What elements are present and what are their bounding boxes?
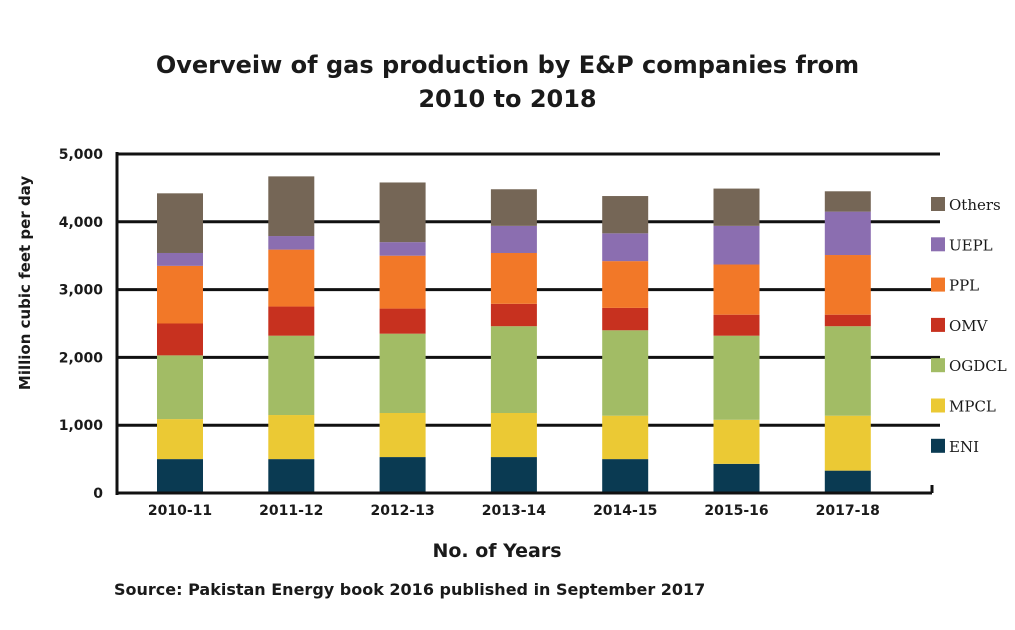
legend-swatch <box>931 358 945 373</box>
bar-segment <box>268 176 315 237</box>
bar-segment <box>268 415 315 460</box>
legend-swatch <box>931 438 945 453</box>
chart-title: Overveiw of gas production by E&P compan… <box>0 48 1015 116</box>
bar-segment <box>713 264 760 315</box>
axes <box>115 152 934 495</box>
x-tick-label: 2012-13 <box>370 503 434 519</box>
y-tick-label: 2,000 <box>59 350 104 366</box>
y-tick-label: 1,000 <box>59 418 104 434</box>
bar-segment <box>268 459 315 493</box>
legend-label: OGDCL <box>949 357 1007 375</box>
x-tick-label: 2013-14 <box>482 503 547 519</box>
x-tick-label: 2014-15 <box>593 503 657 519</box>
bar-segment <box>490 303 537 327</box>
bar-segment <box>713 225 760 265</box>
legend-swatch <box>931 317 945 332</box>
bar-segment <box>824 255 871 315</box>
bar-segment <box>602 307 649 331</box>
bar-segment <box>490 252 537 304</box>
bar-segment <box>379 333 426 413</box>
y-tick-label: 0 <box>93 486 103 502</box>
x-tick-label: 2015-16 <box>704 503 768 519</box>
x-axis-label: No. of Years <box>432 540 561 562</box>
bar-segment <box>824 415 871 471</box>
bar-segment <box>157 419 203 460</box>
y-tick-label: 5,000 <box>59 147 104 163</box>
x-tick-label: 2017-18 <box>816 503 880 519</box>
bar-segment <box>379 182 426 243</box>
bar-segment <box>602 196 649 234</box>
bar-segment <box>379 255 426 309</box>
chart-title-line-1: Overveiw of gas production by E&P compan… <box>155 51 860 79</box>
bar-segment <box>713 335 760 420</box>
legend-label: ENI <box>949 438 979 456</box>
bar-segment <box>157 193 203 253</box>
bar-segment <box>824 326 871 416</box>
legend-swatch <box>931 197 945 211</box>
bars <box>157 176 871 493</box>
bar-segment <box>602 330 649 416</box>
bar-segment <box>602 415 649 460</box>
y-tick-label: 4,000 <box>59 215 104 231</box>
bar-segment <box>602 459 649 493</box>
bar-segment <box>824 314 871 327</box>
legend-label: UEPL <box>949 236 993 254</box>
x-tick-label: 2010-11 <box>148 503 212 519</box>
y-tick-label: 3,000 <box>59 283 104 299</box>
legend-label: OMV <box>949 317 989 335</box>
bar-segment <box>490 457 537 493</box>
legend-label: Others <box>949 196 1001 214</box>
legend: Others UEPL PPL OMV OGDCL MPCL ENI <box>931 196 1007 456</box>
bar-segment <box>713 314 760 336</box>
bar-segment <box>824 191 871 212</box>
bar-segment <box>713 188 760 226</box>
bar-segment <box>379 308 426 334</box>
bar-segment <box>379 412 426 458</box>
x-tick-label: 2011-12 <box>259 503 323 519</box>
legend-label: MPCL <box>949 398 996 416</box>
bar-segment <box>157 265 203 324</box>
bar-segment <box>157 355 203 420</box>
legend-swatch <box>931 398 945 413</box>
y-tick-labels: 0 1,000 2,000 3,000 4,000 5,000 <box>59 147 104 502</box>
chart-title-line-2: 2010 to 2018 <box>418 85 597 113</box>
bar-segment <box>157 323 203 356</box>
legend-label: PPL <box>949 277 979 295</box>
bar-segment <box>268 249 315 307</box>
bar-segment <box>268 306 315 336</box>
y-axis-label: Million cubic feet per day <box>16 176 34 390</box>
bar-segment <box>379 457 426 493</box>
bar-segment <box>713 463 760 493</box>
x-tick-labels: 2010-11 2011-12 2012-13 2013-14 2014-15 2015-… <box>148 503 880 519</box>
legend-swatch <box>931 237 945 252</box>
bar-segment <box>713 419 760 464</box>
bar-segment <box>490 225 537 253</box>
bar-segment <box>824 470 871 493</box>
legend-swatch <box>931 277 945 292</box>
bar-segment <box>268 236 315 250</box>
bar-segment <box>157 252 203 266</box>
bar-segment <box>602 233 649 262</box>
bar-segment <box>490 326 537 413</box>
source-note: Source: Pakistan Energy book 2016 publis… <box>114 580 706 599</box>
bar-segment <box>490 412 537 458</box>
bar-segment <box>379 242 426 256</box>
bar-segment <box>268 335 315 416</box>
bar-segment <box>490 189 537 226</box>
bar-segment <box>824 211 871 256</box>
bar-segment <box>602 261 649 308</box>
bar-segment <box>157 459 203 493</box>
